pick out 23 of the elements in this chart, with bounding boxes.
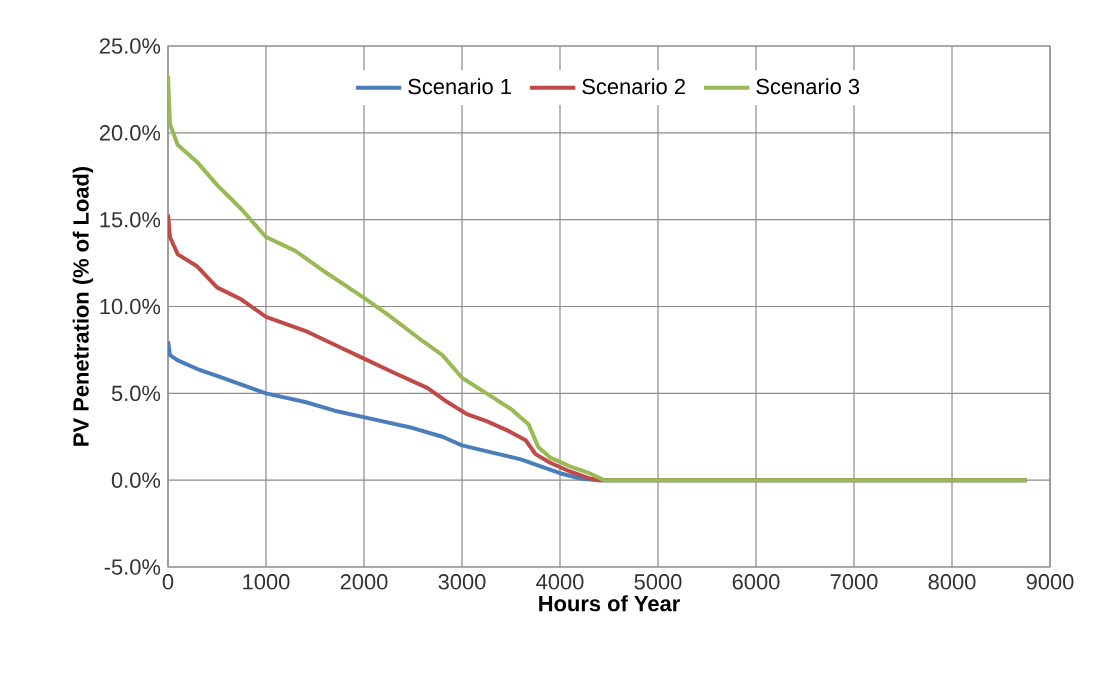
y-tick-label: 15.0%: [100, 211, 161, 228]
line-series: [168, 73, 1029, 483]
x-tick-label: 5000: [634, 574, 682, 590]
x-tick-label: 0: [162, 574, 174, 590]
y-tick-label: 10.0%: [100, 298, 161, 315]
y-tick-label: -5.0%: [104, 559, 161, 575]
x-tick-label: 7000: [830, 574, 878, 590]
legend-label: Scenario 2: [582, 78, 685, 95]
legend-label: Scenario 1: [408, 78, 511, 95]
x-tick-label: 3000: [438, 574, 486, 590]
y-axis-title: PV Penetration (% of Load): [72, 166, 94, 446]
x-tick-label: 1000: [243, 574, 290, 590]
y-tick-label: 20.0%: [99, 125, 161, 141]
x-axis-title: Hours of Year: [539, 595, 680, 612]
y-tick-label: 0.0%: [111, 472, 161, 488]
y-tick-label: 5.0%: [111, 385, 161, 402]
x-tick-label: 9000: [1026, 574, 1074, 590]
x-tick-label: 6000: [732, 574, 780, 590]
y-tick-label: 25.0%: [99, 38, 161, 54]
x-tick-label: 2000: [340, 574, 388, 590]
x-tick-label: 4000: [536, 574, 584, 590]
legend-label: Scenario 3: [756, 78, 860, 95]
x-tick-label: 8000: [928, 574, 976, 590]
